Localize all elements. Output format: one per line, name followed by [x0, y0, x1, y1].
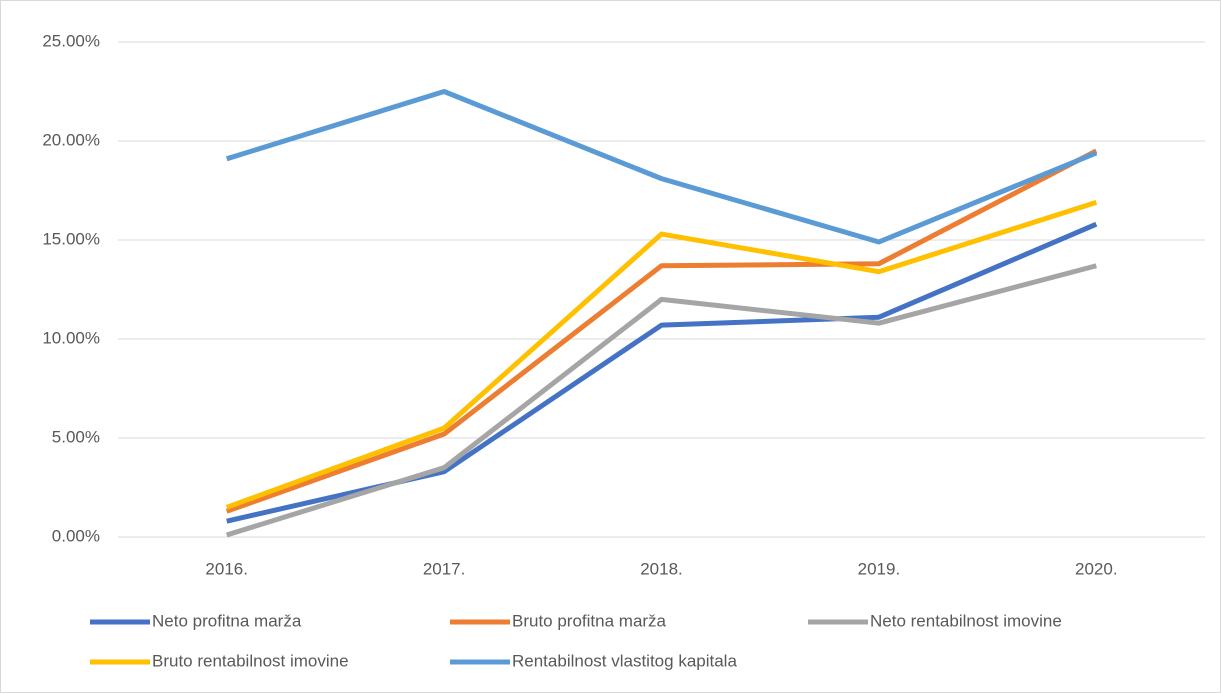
legend-label: Bruto rentabilnost imovine: [152, 651, 349, 670]
legend-label: Bruto profitna marža: [512, 611, 667, 630]
y-tick-label: 5.00%: [52, 427, 100, 446]
x-tick-label: 2019.: [858, 559, 901, 578]
legend-label: Neto rentabilnost imovine: [870, 611, 1062, 630]
x-tick-label: 2017.: [423, 559, 466, 578]
legend-label: Rentabilnost vlastitog kapitala: [512, 651, 737, 670]
y-tick-label: 25.00%: [42, 31, 100, 50]
y-tick-label: 0.00%: [52, 526, 100, 545]
y-tick-label: 10.00%: [42, 328, 100, 347]
legend-label: Neto profitna marža: [152, 611, 302, 630]
x-tick-label: 2020.: [1075, 559, 1118, 578]
x-tick-label: 2018.: [640, 559, 683, 578]
series-line: [225, 148, 1098, 514]
series-line: [225, 89, 1098, 245]
x-tick-label: 2016.: [205, 559, 248, 578]
series-line: [225, 263, 1097, 538]
y-tick-label: 20.00%: [42, 130, 100, 149]
y-tick-label: 15.00%: [42, 229, 100, 248]
series-line: [225, 199, 1098, 510]
